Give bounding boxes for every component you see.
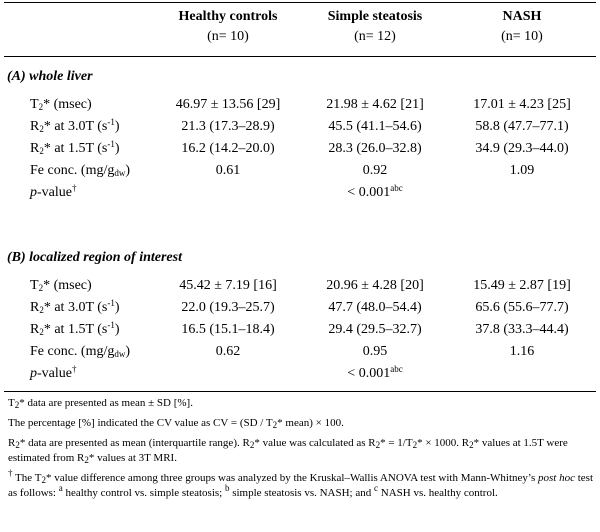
top-rule: [4, 2, 596, 3]
footnote-cv: The percentage [%] indicated the CV valu…: [8, 417, 344, 430]
row-label: T2* (msec): [30, 278, 92, 293]
cell-steatosis: 21.98 ± 4.62 [21]: [326, 97, 424, 112]
cell-healthy: 16.5 (15.1–18.4): [181, 322, 275, 337]
column-n: (n= 12): [354, 29, 396, 44]
column-header-nash: NASH (n= 10): [450, 9, 594, 45]
table-row-p-value: p-value† < 0.001abc: [0, 363, 600, 385]
cell-nash: 1.09: [509, 163, 535, 178]
cell-healthy: 16.2 (14.2–20.0): [181, 141, 275, 156]
cell-p-value: < 0.001abc: [347, 183, 403, 201]
row-label: p-value†: [30, 364, 77, 382]
table-row-r2-15t: R2* at 1.5T (s-1) 16.5 (15.1–18.4) 29.4 …: [0, 319, 600, 341]
table-row-fe: Fe conc. (mg/gdw) 0.61 0.92 1.09: [0, 160, 600, 182]
column-n: (n= 10): [501, 29, 543, 44]
table-row-r2-15t: R2* at 1.5T (s-1) 16.2 (14.2–20.0) 28.3 …: [0, 138, 600, 160]
cell-steatosis: 0.95: [362, 344, 388, 359]
cell-steatosis: 28.3 (26.0–32.8): [328, 141, 422, 156]
cell-nash: 37.8 (33.3–44.4): [475, 322, 569, 337]
column-title: Healthy controls: [178, 9, 278, 24]
cell-healthy: 0.61: [215, 163, 241, 178]
column-title: NASH: [502, 9, 542, 24]
cell-steatosis: 45.5 (41.1–54.6): [328, 119, 422, 134]
column-header-healthy-controls: Healthy controls (n= 10): [148, 9, 308, 45]
column-header-simple-steatosis: Simple steatosis (n= 12): [300, 9, 450, 45]
row-label: R2* at 3.0T (s-1): [30, 298, 120, 316]
footnote-r2: R2* data are presented as mean (interqua…: [8, 437, 568, 465]
cell-healthy: 45.42 ± 7.19 [16]: [179, 278, 277, 293]
cell-healthy: 0.62: [215, 344, 241, 359]
cell-healthy: 22.0 (19.3–25.7): [181, 300, 275, 315]
cell-steatosis: 20.96 ± 4.28 [20]: [326, 278, 424, 293]
cell-p-value: < 0.001abc: [347, 364, 403, 382]
cell-nash: 65.6 (55.6–77.7): [475, 300, 569, 315]
cell-nash: 34.9 (29.3–44.0): [475, 141, 569, 156]
row-label: R2* at 3.0T (s-1): [30, 117, 120, 135]
row-label: T2* (msec): [30, 97, 92, 112]
table-row-r2-3t: R2* at 3.0T (s-1) 22.0 (19.3–25.7) 47.7 …: [0, 297, 600, 319]
cell-nash: 17.01 ± 4.23 [25]: [473, 97, 571, 112]
footnote-t2: T2* data are presented as mean ± SD [%].: [8, 397, 193, 410]
cell-steatosis: 29.4 (29.5–32.7): [328, 322, 422, 337]
row-label: R2* at 1.5T (s-1): [30, 320, 120, 338]
cell-healthy: 21.3 (17.3–28.9): [181, 119, 275, 134]
cell-nash: 15.49 ± 2.87 [19]: [473, 278, 571, 293]
cell-nash: 1.16: [509, 344, 535, 359]
table-row-r2-3t: R2* at 3.0T (s-1) 21.3 (17.3–28.9) 45.5 …: [0, 116, 600, 138]
header-rule: [4, 56, 596, 57]
table-row-fe: Fe conc. (mg/gdw) 0.62 0.95 1.16: [0, 341, 600, 363]
table-row-p-value: p-value† < 0.001abc: [0, 182, 600, 204]
row-label: Fe conc. (mg/gdw): [30, 344, 131, 359]
row-label: Fe conc. (mg/gdw): [30, 163, 131, 178]
row-label: p-value†: [30, 183, 77, 201]
table-row-t2: T2* (msec) 45.42 ± 7.19 [16] 20.96 ± 4.2…: [0, 275, 600, 297]
row-label: R2* at 1.5T (s-1): [30, 139, 120, 157]
section-title-localized-roi: (B) localized region of interest: [7, 250, 182, 265]
column-title: Simple steatosis: [327, 9, 423, 24]
column-n: (n= 10): [207, 29, 249, 44]
cell-steatosis: 0.92: [362, 163, 388, 178]
cell-nash: 58.8 (47.7–77.1): [475, 119, 569, 134]
cell-steatosis: 47.7 (48.0–54.4): [328, 300, 422, 315]
section-title-whole-liver: (A) whole liver: [7, 69, 93, 84]
table-row-t2: T2* (msec) 46.97 ± 13.56 [29] 21.98 ± 4.…: [0, 94, 600, 116]
footnotes: T2* data are presented as mean ± SD [%].…: [8, 396, 593, 501]
bottom-rule: [4, 391, 596, 392]
footnote-statistics: † The T2* value difference among three g…: [8, 468, 594, 500]
cell-healthy: 46.97 ± 13.56 [29]: [175, 97, 281, 112]
